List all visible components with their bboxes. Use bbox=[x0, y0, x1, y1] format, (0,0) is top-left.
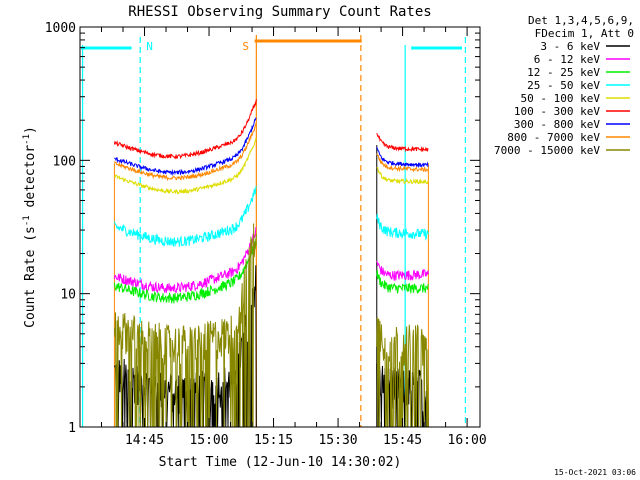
series-8-segment-1 bbox=[113, 223, 257, 428]
y-tick-label-3: 1000 bbox=[45, 21, 76, 36]
y-label-sup2: -1 bbox=[22, 134, 32, 145]
legend-label-2: 12 - 25 keV bbox=[527, 66, 600, 79]
y-label-part2: detector bbox=[23, 145, 38, 216]
y-ticks: 1 10 100 1000 bbox=[45, 21, 480, 436]
y-tick-label-1: 10 bbox=[60, 288, 76, 303]
y-label-sup1: -1 bbox=[22, 215, 32, 226]
series-1-segment-2 bbox=[376, 260, 429, 281]
x-tick-label-3: 15:30 bbox=[318, 433, 357, 448]
series-6 bbox=[114, 117, 429, 177]
series-2-segment-2 bbox=[376, 269, 429, 294]
series-1-segment-1 bbox=[113, 226, 257, 294]
legend-header-line2: FDecim 1, Att 0 bbox=[535, 27, 634, 40]
legend-label-5: 100 - 300 keV bbox=[514, 105, 600, 118]
x-ticks: 14:45 15:00 15:15 15:30 15:45 16:00 bbox=[101, 27, 487, 448]
plot-frame bbox=[79, 26, 481, 428]
y-axis-label: Count Rate (s-1 detector-1) bbox=[22, 126, 38, 328]
legend-label-8: 7000 - 15000 keV bbox=[494, 144, 600, 157]
x-axis-label: Start Time (12-Jun-10 14:30:02) bbox=[159, 455, 402, 470]
annotation-s: S bbox=[242, 40, 249, 53]
series-4 bbox=[113, 136, 429, 195]
series-4-segment-2 bbox=[376, 167, 429, 185]
legend-label-0: 3 - 6 keV bbox=[540, 40, 600, 53]
legend-label-3: 25 - 50 keV bbox=[527, 79, 600, 92]
x-tick-label-5: 16:00 bbox=[448, 433, 487, 448]
y-label-part3: ) bbox=[23, 126, 38, 134]
x-tick-label-0: 14:45 bbox=[125, 433, 164, 448]
series-6-segment-1 bbox=[114, 117, 257, 177]
series-6-segment-2 bbox=[376, 146, 429, 168]
series-7 bbox=[113, 122, 429, 182]
chart-title: RHESSI Observing Summary Count Rates bbox=[128, 4, 431, 20]
series-3 bbox=[113, 185, 429, 247]
legend-label-4: 50 - 100 keV bbox=[521, 92, 601, 105]
series-2 bbox=[113, 238, 429, 304]
series-3-segment-1 bbox=[113, 185, 257, 247]
series-3-segment-2 bbox=[376, 213, 429, 241]
y-tick-label-0: 1 bbox=[68, 421, 76, 436]
x-tick-label-4: 15:45 bbox=[383, 433, 422, 448]
series-7-segment-1 bbox=[113, 122, 257, 182]
legend: Det 1,3,4,5,6,9, FDecim 1, Att 0 3 - 6 k… bbox=[494, 14, 634, 157]
series-2-segment-1 bbox=[113, 238, 257, 304]
series-5 bbox=[113, 99, 429, 160]
legend-label-7: 800 - 7000 keV bbox=[507, 131, 600, 144]
legend-header-line1: Det 1,3,4,5,6,9, bbox=[528, 14, 634, 27]
series-5-segment-2 bbox=[376, 133, 429, 153]
timestamp: 15-Oct-2021 03:06 bbox=[554, 468, 636, 477]
x-tick-label-1: 15:00 bbox=[189, 433, 228, 448]
legend-label-1: 6 - 12 keV bbox=[534, 53, 601, 66]
y-tick-label-2: 100 bbox=[53, 154, 76, 169]
legend-label-6: 300 - 800 keV bbox=[514, 118, 600, 131]
y-label-part1: Count Rate (s bbox=[23, 226, 38, 328]
annotation-n: N bbox=[146, 40, 153, 53]
series-1 bbox=[113, 226, 429, 294]
series-5-segment-1 bbox=[113, 99, 257, 160]
series-4-segment-1 bbox=[113, 136, 257, 195]
x-tick-label-2: 15:15 bbox=[254, 433, 293, 448]
series-7-segment-2 bbox=[376, 153, 429, 173]
